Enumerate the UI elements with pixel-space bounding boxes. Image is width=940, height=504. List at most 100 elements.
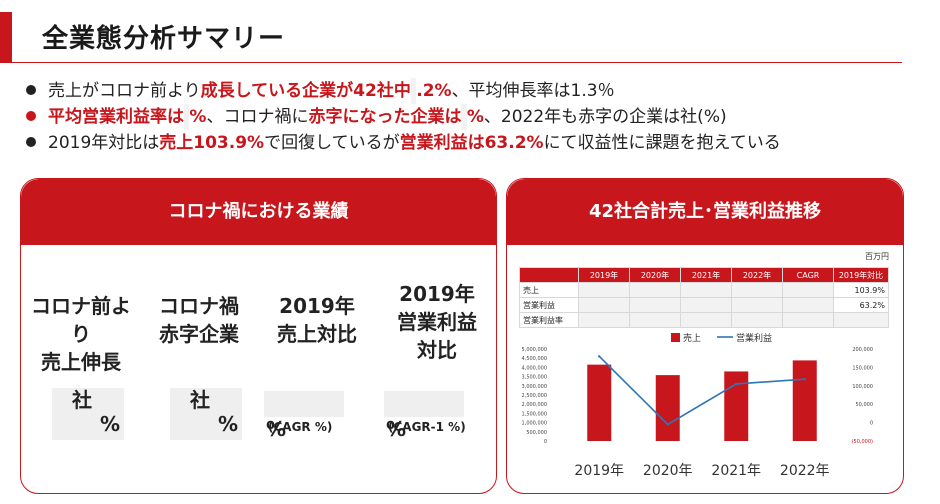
bullet-text: 、コロナ禍に: [206, 107, 309, 127]
y-axis-left-tick: 4,500,000: [522, 356, 547, 362]
kpi-value-percent: %: [218, 412, 239, 436]
sales-profit-trend-card: 42社合計売上･営業利益推移 百万円 2019年 2020年 2021年 2022年 C…: [506, 178, 904, 494]
bullet-text: %: [466, 107, 484, 127]
title-accent-bar: [0, 12, 12, 62]
y-axis-left-tick: 1,000,000: [522, 421, 547, 427]
y-axis-left-tick: 4,000,000: [522, 365, 547, 371]
bullet-text: .: [461, 104, 467, 130]
table-cell: [731, 282, 783, 298]
y-axis-right-tick: 150,000: [852, 365, 873, 371]
table-row-label: 営業利益率: [519, 312, 579, 328]
kpi-value: 社%: [52, 388, 124, 440]
bullet-text: 、2022年も赤字の企業は: [483, 107, 681, 127]
sales-bar: [587, 364, 612, 441]
operating-profit-point: [735, 382, 738, 386]
kpi-value-mask: [264, 390, 344, 417]
covid-performance-card-title: コロナ禍における業績: [21, 179, 496, 245]
kpi-value-percent: %: [386, 416, 407, 441]
y-axis-left-tick: 2,500,000: [522, 393, 547, 399]
sales-bar: [792, 360, 817, 441]
table-cell: [782, 282, 834, 298]
bullet-text: 赤字になった企業は: [308, 107, 462, 127]
bullet-text: .: [184, 104, 190, 130]
kpi-label: コロナ前より 売上伸長: [26, 292, 136, 376]
title-divider: [0, 62, 902, 63]
y-axis-right-tick: 50,000: [856, 402, 874, 408]
bullet-text: で回復しているが: [264, 133, 400, 153]
y-axis-left-tick: 5,000,000: [522, 347, 547, 353]
table-row-label: 営業利益: [519, 297, 579, 313]
y-axis-left-tick: 0: [544, 439, 547, 445]
table-row: 営業利益率: [519, 312, 889, 328]
sales-bar: [724, 371, 749, 441]
table-cell: [578, 312, 630, 328]
summary-bullet: 平均営業利益率は . %、コロナ禍に赤字になった企業は . %、2022年も赤字…: [26, 104, 936, 130]
y-axis-left-tick: 1,500,000: [522, 411, 547, 417]
kpi-label-line: 営業利益: [397, 310, 477, 334]
x-axis-category-label: 2020年: [643, 463, 693, 479]
table-header-cell: 2019年: [578, 267, 630, 283]
table-header-cell: [519, 267, 579, 283]
bullet-text: 平均営業利益率は: [48, 107, 184, 127]
kpi-cagr-note: (CAGR %): [268, 420, 333, 434]
bullet-text: 成長している企業が42社中: [200, 81, 411, 101]
y-axis-left-tick: 3,500,000: [522, 375, 547, 381]
table-cell: [680, 297, 732, 313]
y-axis-left-tick: 500,000: [526, 430, 547, 436]
table-cell: [578, 282, 630, 298]
operating-profit-line: [598, 355, 805, 426]
trend-table: 2019年 2020年 2021年 2022年 CAGR 2019年対比 売上 103.9% 営…: [519, 267, 889, 328]
table-cell: [782, 312, 834, 328]
x-axis-category-label: 2021年: [711, 463, 761, 479]
sales-bar: [655, 375, 680, 441]
kpi-label: コロナ禍 赤字企業: [144, 292, 254, 348]
kpi-label-line: 売上対比: [277, 322, 357, 346]
bullet-dot-icon: [26, 137, 36, 147]
bullet-text: 社(: [680, 107, 704, 127]
bullet-text: 、平均伸長率は1.3％: [451, 81, 615, 101]
kpi-label-line: 対比: [417, 338, 457, 362]
y-axis-right-tick: (50,000): [852, 439, 873, 445]
x-axis-category-label: 2022年: [780, 463, 830, 479]
legend-profit-label: 営業利益: [736, 332, 772, 344]
sales-profit-trend-card-title: 42社合計売上･営業利益推移: [507, 179, 903, 245]
kpi-value: %: [264, 390, 344, 441]
table-cell: [782, 297, 834, 313]
legend-sales-label: 売上: [683, 332, 701, 344]
bullet-text: .: [410, 78, 417, 104]
kpi-cagr-note: (CAGR-1 %): [388, 420, 466, 434]
table-header-cell: 2022年: [731, 267, 783, 283]
bullet-text: 売上がコロナ前より: [48, 81, 201, 101]
kpi-value: %: [384, 390, 464, 441]
x-axis-category-label: 2019年: [574, 463, 624, 479]
operating-profit-point: [598, 355, 601, 358]
table-row-label: 売上: [519, 282, 579, 298]
table-header-cell: 2019年対比: [833, 267, 889, 283]
covid-performance-card: コロナ禍における業績: [20, 178, 497, 494]
operating-profit-point: [666, 423, 669, 426]
y-axis-right-tick: 200,000: [852, 347, 873, 353]
unit-label: 百万円: [865, 252, 889, 261]
y-axis-right-tick: 100,000: [852, 384, 873, 390]
table-cell: [680, 282, 732, 298]
summary-bullets: 売上がコロナ前より成長している企業が42社中 . .2%、平均伸長率は1.3％ 平…: [26, 78, 936, 156]
table-header-cell: 2021年: [680, 267, 732, 283]
page-title: 全業態分析サマリー: [42, 24, 286, 54]
bullet-text: 売上103.9%: [159, 133, 265, 153]
bullet-text: %): [703, 107, 727, 127]
y-axis-left-tick: 3,000,000: [522, 384, 547, 390]
kpi-value-count: 社: [190, 388, 210, 412]
summary-bullet: 売上がコロナ前より成長している企業が42社中 . .2%、平均伸長率は1.3％: [26, 78, 936, 104]
kpi-value-percent: %: [100, 412, 121, 436]
kpi-value: 社%: [170, 388, 242, 440]
y-axis-left-tick: 2,000,000: [522, 402, 547, 408]
table-row: 営業利益 63.2%: [519, 297, 889, 313]
bullet-text: 営業利益は63.2%: [399, 133, 544, 153]
bullet-dot-icon: [26, 111, 36, 121]
bullet-dot-icon: [26, 85, 36, 95]
kpi-label: 2019年 売上対比: [262, 292, 372, 348]
table-cell: [833, 312, 889, 328]
kpi-value-percent: %: [266, 416, 287, 441]
table-header-cell: 2020年: [629, 267, 681, 283]
operating-profit-point: [803, 377, 806, 381]
